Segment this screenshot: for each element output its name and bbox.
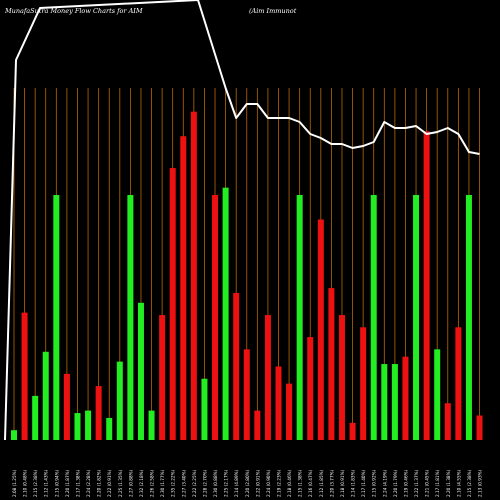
money-flow-bar: [106, 417, 113, 440]
x-tick-label: 2.17 (1.38%): [75, 469, 80, 497]
money-flow-bar: [32, 395, 39, 440]
money-flow-bar: [190, 111, 197, 440]
x-tick-label: 2.30 (0.88%): [213, 469, 218, 497]
x-tick-label: 2.20 (1.82%): [97, 469, 102, 497]
money-flow-bar: [243, 349, 250, 440]
money-flow-bar: [95, 386, 102, 440]
money-flow-bar: [212, 195, 219, 440]
x-tick-label: 2.24 (2.28%): [86, 469, 91, 497]
x-tick-label: 2.30 (1.77%): [160, 469, 165, 497]
x-tick-label: 2.15 (0.94%): [54, 469, 59, 497]
money-flow-bar: [21, 312, 28, 440]
money-flow-bar: [434, 349, 441, 440]
x-tick-label: 2.10 (4.55%): [456, 469, 461, 497]
money-flow-bar: [338, 315, 345, 440]
money-flow-bar: [476, 415, 483, 440]
money-flow-bar: [296, 195, 303, 440]
x-tick-label: 2.20 (3.77%): [329, 469, 334, 497]
money-flow-bar: [11, 430, 17, 440]
x-tick-label: 2.15 (1.38%): [298, 469, 303, 497]
x-tick-label: 2.13 (0.93%): [478, 469, 483, 497]
x-tick-label: 2.27 (0.88%): [128, 469, 133, 497]
x-tick-label: 2.27 (3.40%): [181, 469, 186, 497]
money-flow-bar: [127, 195, 134, 440]
x-tick-label: 2.14 (4.89%): [234, 469, 239, 497]
money-flow-bar: [307, 337, 314, 440]
x-tick-label: 2.24 (4.19%): [382, 469, 387, 497]
money-flow-bar: [360, 327, 367, 440]
price-line: [4, 0, 480, 441]
money-flow-bar: [169, 168, 176, 441]
x-tick-label: 2.32 (2.18%): [139, 469, 144, 497]
x-tick-label: 2.35 (2.22%): [171, 469, 176, 497]
money-flow-bars: [11, 111, 483, 441]
money-flow-bar: [402, 356, 409, 440]
x-tick-label: 2.18 (0.46%): [287, 469, 292, 497]
x-tick-label: 2.22 (0.91%): [107, 469, 112, 497]
money-flow-bar: [455, 327, 462, 440]
x-tick-label: 2.20 (1.87%): [65, 469, 70, 497]
x-tick-label: 2.16 (0.47%): [308, 469, 313, 497]
money-flow-bar: [328, 288, 335, 440]
money-flow-bar: [349, 422, 356, 440]
chart-title: MunafaSutra Money Flow Charts for AIM: [5, 7, 143, 15]
money-flow-bar: [180, 136, 187, 440]
money-flow-bar: [63, 373, 70, 440]
x-tick-label: 2.20 (2.80%): [245, 469, 250, 497]
money-flow-bar: [74, 413, 81, 440]
x-tick-label: 2.25 (2.17%): [224, 469, 229, 497]
x-tick-label: 2.18 (0.91%): [340, 469, 345, 497]
money-flow-bar: [275, 366, 282, 440]
x-tick-label: 2.20 (1.38%): [446, 469, 451, 497]
x-tick-label: 2.15 (2.38%): [33, 469, 38, 497]
x-tick-label: 2.10 (0.48%): [23, 469, 28, 497]
x-tick-label: 2.19 (2.23%): [277, 469, 282, 497]
money-flow-bar: [317, 219, 324, 440]
money-flow-bar: [413, 195, 420, 440]
money-flow-bar: [391, 364, 398, 440]
x-tick-label: 2.25 (1.35%): [118, 469, 123, 497]
x-axis-tick-labels: 2.08 (1.25%) 2.10 (0.48%) 2.15 (2.38%) 2.12…: [12, 469, 483, 497]
money-flow-bar: [465, 195, 472, 440]
x-tick-label: 2.15 (0.92%): [372, 469, 377, 497]
money-flow-bar: [42, 351, 49, 440]
x-tick-label: 2.22 (1.37%): [414, 469, 419, 497]
x-tick-label: 2.20 (1.79%): [393, 469, 398, 497]
x-tick-label: 2.15 (2.38%): [467, 469, 472, 497]
x-tick-label: 2.21 (0.45%): [425, 469, 430, 497]
x-tick-label: 2.26 (2.58%): [150, 469, 155, 497]
x-tick-label: 2.28 (2.70%): [202, 469, 207, 497]
x-tick-label: 2.19 (0.46%): [403, 469, 408, 497]
money-flow-bar: [53, 195, 60, 440]
money-flow-bar: [444, 403, 451, 440]
money-flow-bar: [222, 187, 229, 440]
money-flow-bar: [159, 315, 166, 440]
x-tick-label: 2.22 (2.25%): [192, 469, 197, 497]
money-flow-bar: [116, 361, 123, 440]
x-tick-label: 2.12 (1.85%): [319, 469, 324, 497]
x-tick-label: 2.08 (1.25%): [12, 469, 17, 497]
x-tick-label: 2.14 (1.83%): [351, 469, 356, 497]
money-flow-bar: [264, 315, 271, 440]
x-tick-label: 2.17 (1.40%): [361, 469, 366, 497]
x-tick-label: 2.12 (1.43%): [44, 469, 49, 497]
money-flow-bar: [254, 410, 261, 440]
money-flow-bar: [85, 410, 92, 440]
money-flow-bar: [370, 195, 377, 440]
money-flow-bar: [137, 302, 144, 440]
x-tick-label: 2.22 (0.91%): [255, 469, 260, 497]
money-flow-bar: [286, 383, 293, 440]
money-flow-bar: [381, 364, 388, 440]
money-flow-bar: [233, 293, 240, 440]
x-tick-label: 2.24 (0.90%): [266, 469, 271, 497]
money-flow-bar: [201, 378, 208, 440]
money-flow-bar: [423, 131, 430, 441]
company-name: (Aim Immunot: [249, 7, 297, 15]
money-flow-bar: [148, 410, 155, 440]
x-tick-label: 2.17 (1.81%): [435, 469, 440, 497]
